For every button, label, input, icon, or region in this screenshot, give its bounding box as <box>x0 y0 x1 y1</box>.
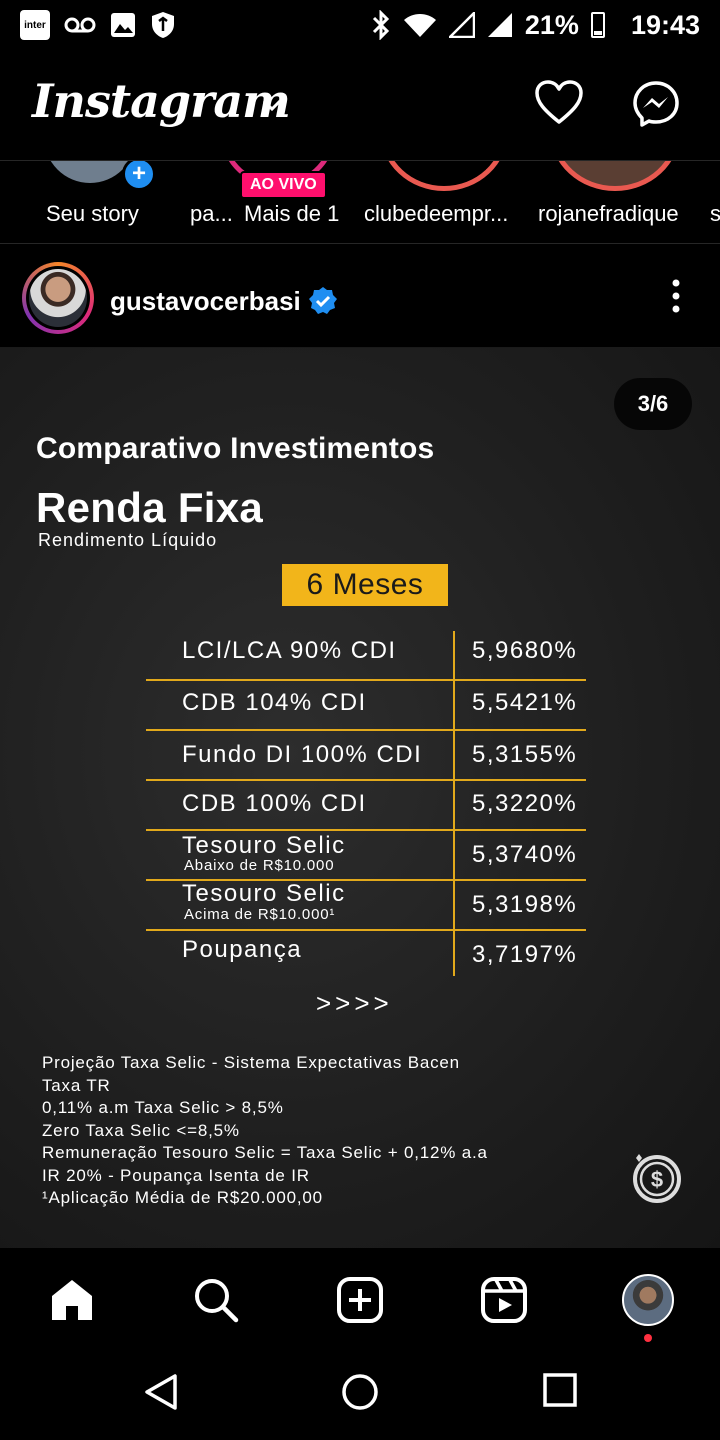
heart-icon[interactable] <box>534 80 584 126</box>
post-header: gustavocerbasi <box>0 248 720 348</box>
footnote: Taxa TR <box>42 1075 111 1095</box>
rate-note: Abaixo de R$10.000 <box>184 857 335 874</box>
recents-icon[interactable] <box>542 1372 578 1408</box>
story-label: rojanefradique <box>538 201 679 226</box>
battery-percent: 21% <box>524 9 579 40</box>
gallery-icon <box>111 13 135 37</box>
rate-name: Tesouro Selic <box>182 832 346 859</box>
rate-value: 5,3740% <box>472 841 578 868</box>
post-author-avatar[interactable] <box>22 262 94 334</box>
bottom-navigation <box>0 1248 720 1352</box>
home-icon[interactable] <box>48 1276 96 1324</box>
wifi-icon <box>403 14 436 37</box>
live-badge: AO VIVO <box>240 171 327 199</box>
status-right: 21% 19:43 <box>371 6 700 44</box>
bluetooth-icon <box>372 10 390 40</box>
table-row: Tesouro Selic Abaixo de R$10.000 5,3740% <box>146 831 586 881</box>
back-icon[interactable] <box>142 1372 182 1412</box>
create-icon[interactable] <box>336 1276 384 1324</box>
rate-name: LCI/LCA 90% CDI <box>182 637 397 664</box>
table-divider <box>453 631 455 976</box>
status-bar: inter 21% 19:43 <box>0 0 720 52</box>
rate-name: Tesouro Selic <box>182 880 346 907</box>
avatar-photo <box>29 269 87 327</box>
carousel-counter: 3/6 <box>614 378 692 430</box>
signal-icon <box>487 13 512 37</box>
story-label: Seu story <box>46 201 139 226</box>
story-avatar[interactable] <box>550 161 680 191</box>
instagram-logo[interactable]: Instagram <box>32 74 291 128</box>
rate-value: 3,7197% <box>472 941 578 968</box>
story-item[interactable]: clubedeempr... <box>360 161 530 243</box>
rate-value: 5,3155% <box>472 741 578 768</box>
profile-avatar[interactable] <box>622 1274 674 1326</box>
footnote: ¹Aplicação Média de R$20.000,00 <box>42 1188 323 1207</box>
search-icon[interactable] <box>192 1276 240 1324</box>
post-title: Comparativo Investimentos <box>36 432 435 465</box>
table-row: CDB 104% CDI 5,5421% <box>146 681 586 731</box>
rate-name: Fundo DI 100% CDI <box>182 741 423 768</box>
notification-dot <box>644 1334 652 1342</box>
post-heading: Renda Fixa <box>36 484 264 531</box>
messenger-icon[interactable] <box>632 80 680 128</box>
story-label: Mais de 1 <box>244 201 340 226</box>
story-item[interactable]: rojanefradique <box>536 161 706 243</box>
table-row: Tesouro Selic Acima de R$10.000¹ 5,3198% <box>146 880 586 931</box>
money-coin-icon: $ <box>633 1154 681 1203</box>
period-badge: 6 Meses <box>282 564 448 606</box>
vpn-shield-icon <box>152 12 174 38</box>
battery-icon <box>590 12 605 38</box>
rate-value: 5,3220% <box>472 790 578 817</box>
story-label: clubedeempr... <box>364 201 509 226</box>
inter-icon: inter <box>20 10 50 40</box>
table-row: Poupança 3,7197% <box>146 931 586 976</box>
verified-badge-icon <box>309 287 337 314</box>
rate-name: Poupança <box>182 936 303 963</box>
story-item[interactable]: AO VIVO Mais de 1 <box>0 161 360 243</box>
footnote: Remuneração Tesouro Selic = Taxa Selic +… <box>42 1143 488 1162</box>
table-row: Fundo DI 100% CDI 5,3155% <box>146 731 586 781</box>
stories-tray[interactable]: + Seu story pa... AO VIVO Mais de 1 club… <box>0 160 720 244</box>
post-subheading: Rendimento Líquido <box>38 530 218 550</box>
svg-text:$: $ <box>651 1167 663 1192</box>
footnote: Projeção Taxa Selic - Sistema Expectativ… <box>42 1053 460 1072</box>
more-options-icon[interactable] <box>666 278 686 314</box>
post-image[interactable]: 3/6 Comparativo Investimentos Renda Fixa… <box>0 348 720 1248</box>
story-avatar[interactable] <box>380 161 508 191</box>
story-label: pa... <box>190 201 233 226</box>
reels-icon[interactable] <box>480 1276 528 1324</box>
status-left: inter <box>20 8 176 42</box>
chevron-down-icon[interactable] <box>262 98 282 112</box>
voicemail-icon <box>64 17 96 33</box>
rates-table: LCI/LCA 90% CDI 5,9680% CDB 104% CDI 5,5… <box>146 631 586 976</box>
signal-icon <box>448 12 475 38</box>
post-username[interactable]: gustavocerbasi <box>110 286 301 316</box>
app-header: Instagram <box>0 60 720 156</box>
story-item[interactable]: + Seu story <box>0 161 180 243</box>
rate-note: Acima de R$10.000¹ <box>184 906 336 923</box>
home-circle-icon[interactable] <box>340 1372 380 1412</box>
rate-value: 5,3198% <box>472 891 578 918</box>
clock: 19:43 <box>630 9 700 40</box>
add-story-icon[interactable]: + <box>122 161 156 191</box>
footnote: Zero Taxa Selic <=8,5% <box>42 1120 240 1140</box>
footnote: IR 20% - Poupança Isenta de IR <box>42 1165 310 1185</box>
story-item[interactable]: s <box>710 161 720 243</box>
table-row: LCI/LCA 90% CDI 5,9680% <box>146 631 586 681</box>
rate-value: 5,5421% <box>472 689 578 716</box>
rate-value: 5,9680% <box>472 637 578 664</box>
story-label: s <box>710 201 720 226</box>
rate-name: CDB 100% CDI <box>182 790 367 817</box>
next-arrows: >>>> <box>316 988 393 1018</box>
footnote: 0,11% a.m Taxa Selic > 8,5% <box>42 1098 284 1117</box>
story-item[interactable]: pa... <box>186 161 236 243</box>
footnotes: Projeção Taxa Selic - Sistema Expectativ… <box>42 1052 602 1210</box>
rate-name: CDB 104% CDI <box>182 689 367 716</box>
system-navigation <box>0 1352 720 1440</box>
table-row: CDB 100% CDI 5,3220% <box>146 781 586 831</box>
